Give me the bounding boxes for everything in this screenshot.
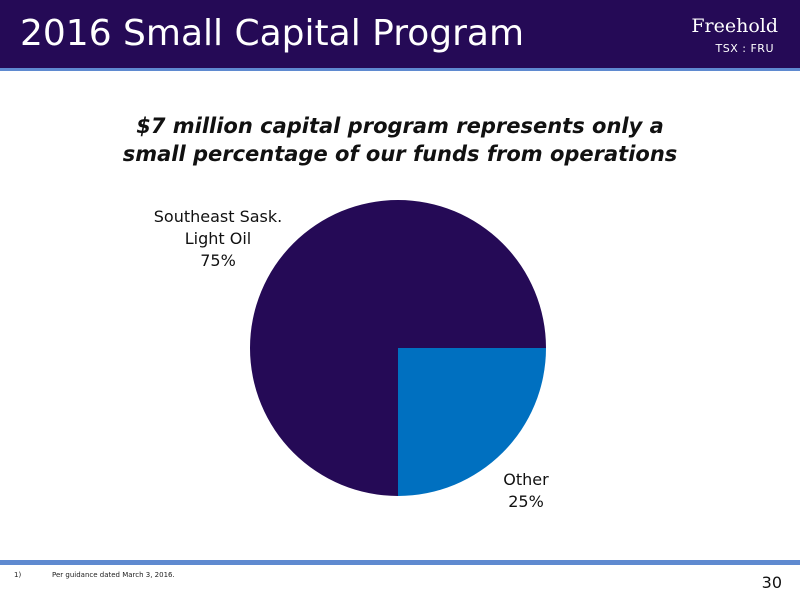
pie-label-line: Other	[503, 470, 549, 489]
pie-label-line: 75%	[200, 251, 236, 270]
pie-label-line: Light Oil	[185, 229, 252, 248]
pie-slices	[250, 200, 546, 496]
ticker-symbol: TSX : FRU	[715, 42, 774, 55]
pie-labels: Southeast Sask. Light Oil 75% Other 25%	[154, 207, 549, 511]
pie-label-line: 25%	[508, 492, 544, 511]
slide-subtitle: $7 million capital program represents on…	[0, 112, 800, 168]
pie-label-other: Other 25%	[503, 470, 549, 511]
slide-title: 2016 Small Capital Program	[20, 13, 525, 54]
title-bar-rule	[0, 68, 800, 71]
pie-label-southeast-sask: Southeast Sask. Light Oil 75%	[154, 207, 283, 270]
footnote-text: Per guidance dated March 3, 2016.	[52, 571, 175, 579]
pie-label-line: Southeast Sask.	[154, 207, 283, 226]
subtitle-line-1: $7 million capital program represents on…	[136, 114, 664, 138]
page-number: 30	[761, 573, 782, 592]
brand-logo: Freehold	[691, 15, 778, 37]
pie-slice-other	[398, 348, 546, 496]
title-bar	[0, 0, 800, 68]
footnote-number: 1)	[14, 571, 22, 579]
subtitle-line-2: small percentage of our funds from opera…	[122, 142, 678, 166]
footer-rule	[0, 560, 800, 565]
